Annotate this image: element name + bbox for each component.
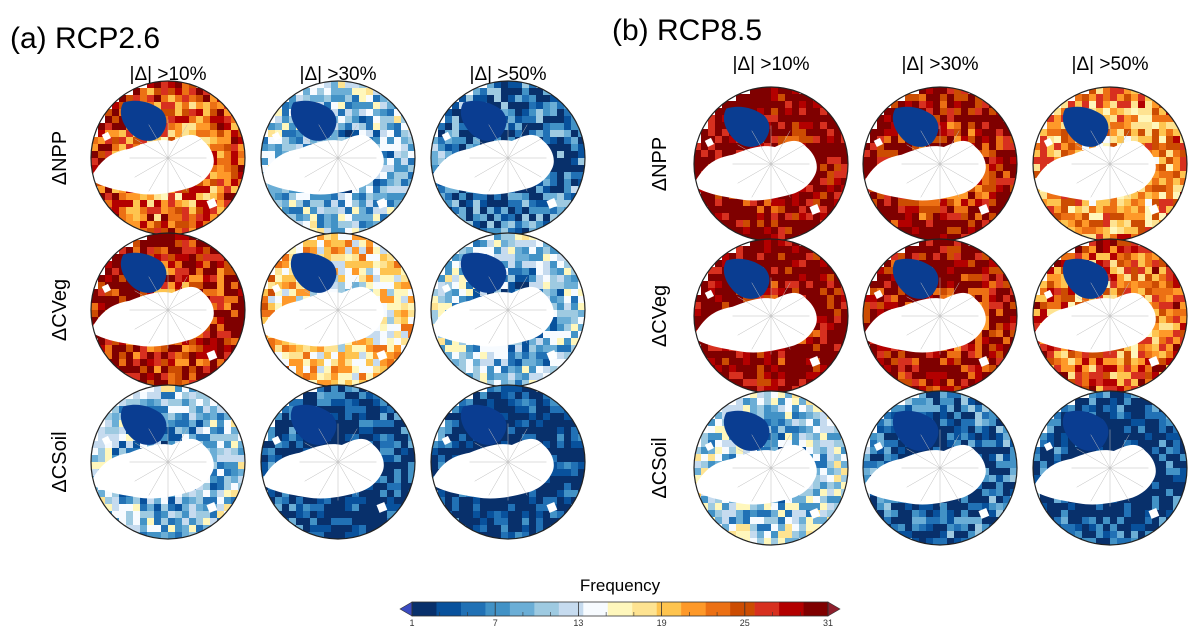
polar-map bbox=[430, 232, 586, 388]
polar-map bbox=[430, 384, 586, 540]
polar-map bbox=[90, 80, 246, 236]
colorbar-extend-max bbox=[827, 601, 841, 617]
row-label: ΔNPP bbox=[649, 137, 671, 191]
polar-map bbox=[1032, 390, 1188, 546]
colorbar-segment bbox=[460, 602, 486, 616]
polar-map bbox=[862, 390, 1018, 546]
colorbar-tick-label: 13 bbox=[573, 618, 583, 628]
colorbar-segment bbox=[509, 602, 535, 616]
panel-title: (a) RCP2.6 bbox=[10, 22, 160, 55]
column-header: |Δ| >50% bbox=[470, 64, 547, 85]
row-label: ΔCSoil bbox=[49, 431, 71, 492]
panel-title: (b) RCP8.5 bbox=[612, 14, 762, 47]
polar-map bbox=[862, 238, 1018, 394]
colorbar-tick-label: 31 bbox=[823, 618, 833, 628]
colorbar-segment bbox=[779, 602, 804, 616]
colorbar-segment bbox=[534, 602, 560, 616]
polar-map bbox=[260, 232, 416, 388]
colorbar-tick-label: 7 bbox=[493, 618, 498, 628]
polar-map bbox=[260, 384, 416, 540]
row-label: ΔCVeg bbox=[49, 279, 71, 341]
map-outline bbox=[430, 384, 586, 540]
colorbar-segment bbox=[803, 602, 829, 616]
colorbar-ramp bbox=[399, 601, 841, 617]
panel-a: (a) RCP2.6 |Δ| >10% |Δ| >30% |Δ| >50% ΔNPP ΔC… bbox=[10, 22, 586, 540]
polar-map bbox=[260, 80, 416, 236]
column-header: |Δ| >10% bbox=[733, 54, 810, 75]
colorbar-tick-label: 25 bbox=[740, 618, 750, 628]
colorbar: Frequency 1 7 13 19 25 31 bbox=[399, 576, 841, 628]
colorbar-title: Frequency bbox=[580, 576, 661, 595]
colorbar-segment bbox=[607, 602, 633, 616]
colorbar-segment bbox=[681, 602, 706, 616]
column-header: |Δ| >30% bbox=[300, 64, 377, 85]
map-outline bbox=[693, 390, 849, 546]
colorbar-segment bbox=[436, 602, 462, 616]
colorbar-segment bbox=[656, 602, 682, 616]
colorbar-segment bbox=[754, 602, 780, 616]
colorbar-tick-label: 19 bbox=[657, 618, 667, 628]
polar-map bbox=[862, 86, 1018, 242]
map-outline bbox=[90, 384, 246, 540]
polar-map bbox=[90, 384, 246, 540]
polar-map bbox=[693, 390, 849, 546]
polar-map bbox=[693, 86, 849, 242]
row-label: ΔNPP bbox=[49, 131, 71, 185]
polar-map bbox=[1032, 238, 1188, 394]
panel-b: (b) RCP8.5 |Δ| >10% |Δ| >30% |Δ| >50% ΔNPP ΔC… bbox=[612, 14, 1188, 546]
polar-map bbox=[693, 238, 849, 394]
map-outline bbox=[260, 384, 416, 540]
colorbar-segment bbox=[705, 602, 731, 616]
row-label: ΔCVeg bbox=[649, 285, 671, 347]
row-label: ΔCSoil bbox=[649, 437, 671, 498]
map-outline bbox=[862, 390, 1018, 546]
polar-map bbox=[430, 80, 586, 236]
colorbar-segment bbox=[730, 602, 755, 616]
column-header: |Δ| >10% bbox=[130, 64, 207, 85]
polar-map bbox=[1032, 86, 1188, 242]
map-outline bbox=[1032, 390, 1188, 546]
column-header: |Δ| >30% bbox=[902, 54, 979, 75]
colorbar-segment bbox=[632, 602, 658, 616]
colorbar-extend-min bbox=[399, 601, 413, 617]
colorbar-segment bbox=[558, 602, 584, 616]
colorbar-segment bbox=[583, 602, 609, 616]
colorbar-segment bbox=[485, 602, 511, 616]
colorbar-segment bbox=[412, 602, 437, 616]
polar-map bbox=[90, 232, 246, 388]
colorbar-tick-label: 1 bbox=[409, 618, 414, 628]
column-header: |Δ| >50% bbox=[1072, 54, 1149, 75]
